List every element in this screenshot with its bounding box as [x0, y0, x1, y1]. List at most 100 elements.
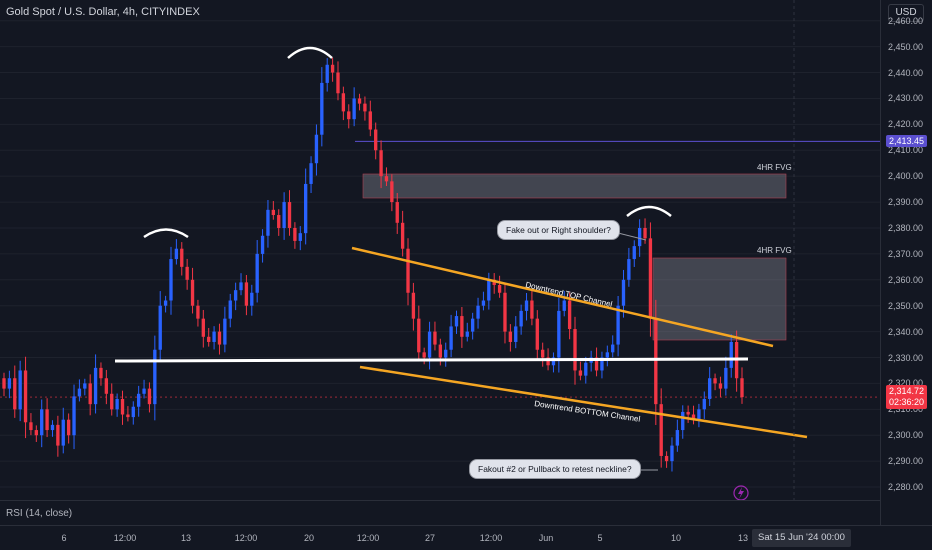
candle-body[interactable] — [347, 111, 351, 120]
neckline[interactable] — [114, 357, 749, 363]
candle-body[interactable] — [664, 455, 669, 462]
candle-body[interactable] — [454, 316, 459, 327]
candle-body[interactable] — [282, 202, 286, 228]
candle-body[interactable] — [659, 404, 663, 456]
candle-body[interactable] — [594, 357, 599, 371]
callout-fakeout-neckline[interactable]: Fakout #2 or Pullback to retest neckline… — [469, 459, 641, 479]
price-chart[interactable]: 4HR FVG 4HR FVG Downtrend TOP Channel Do… — [0, 0, 880, 501]
candle-body[interactable] — [433, 331, 437, 345]
candle-body[interactable] — [352, 98, 356, 120]
candle-body[interactable] — [18, 370, 22, 410]
candle-body[interactable] — [627, 259, 631, 280]
candle-body[interactable] — [557, 310, 561, 358]
candle-body[interactable] — [621, 279, 626, 306]
candle-body[interactable] — [681, 411, 685, 431]
candle-body[interactable] — [142, 388, 146, 394]
candle-body[interactable] — [427, 331, 432, 358]
candle-body[interactable] — [169, 259, 173, 301]
candle-body[interactable] — [320, 82, 324, 135]
candle-body[interactable] — [99, 367, 103, 379]
candle-body[interactable] — [422, 352, 426, 358]
candle-body[interactable] — [632, 246, 636, 260]
candle-body[interactable] — [584, 362, 588, 376]
candle-body[interactable] — [29, 422, 33, 431]
candle-body[interactable] — [126, 414, 130, 418]
candle-body[interactable] — [244, 282, 249, 306]
candle-body[interactable] — [481, 300, 486, 306]
fvg-lower-zone[interactable] — [652, 257, 787, 341]
candle-body[interactable] — [444, 349, 448, 358]
candle-body[interactable] — [303, 183, 308, 234]
candle-body[interactable] — [147, 388, 152, 405]
candle-body[interactable] — [250, 292, 254, 306]
candle-body[interactable] — [562, 300, 566, 311]
candle-body[interactable] — [341, 93, 346, 112]
candle-body[interactable] — [228, 300, 232, 319]
candle-body[interactable] — [476, 305, 480, 319]
rsi-label[interactable]: RSI (14, close) — [6, 508, 73, 519]
candle-body[interactable] — [578, 370, 583, 376]
candle-body[interactable] — [255, 253, 259, 293]
candle-body[interactable] — [654, 318, 658, 405]
candle-body[interactable] — [50, 424, 55, 431]
candle-body[interactable] — [77, 388, 82, 397]
candle-body[interactable] — [390, 181, 394, 203]
candle-body[interactable] — [465, 331, 469, 337]
candle-body[interactable] — [314, 134, 319, 164]
candle-body[interactable] — [61, 419, 65, 446]
candle-body[interactable] — [185, 266, 189, 280]
candle-body[interactable] — [104, 378, 109, 394]
candle-body[interactable] — [406, 248, 410, 293]
candle-body[interactable] — [713, 378, 717, 384]
candle-body[interactable] — [363, 103, 367, 112]
candle-body[interactable] — [708, 378, 712, 399]
candle-body[interactable] — [524, 300, 529, 311]
candle-body[interactable] — [567, 300, 572, 330]
left-shoulder-arc[interactable] — [143, 228, 189, 239]
candle-body[interactable] — [223, 318, 227, 345]
candle-body[interactable] — [400, 222, 405, 249]
callout-right-shoulder[interactable]: Fake out or Right shoulder? — [497, 220, 620, 240]
candle-body[interactable] — [438, 344, 443, 358]
candle-body[interactable] — [357, 98, 362, 104]
candle-body[interactable] — [368, 111, 372, 130]
candle-body[interactable] — [325, 64, 329, 83]
candle-body[interactable] — [207, 336, 211, 342]
candle-body[interactable] — [309, 163, 313, 184]
candle-body[interactable] — [686, 411, 690, 415]
candle-body[interactable] — [497, 284, 502, 293]
candle-body[interactable] — [519, 310, 523, 327]
candle-body[interactable] — [93, 367, 98, 405]
candle-body[interactable] — [487, 279, 491, 301]
candle-body[interactable] — [158, 305, 162, 350]
candle-body[interactable] — [13, 378, 17, 410]
candle-body[interactable] — [330, 64, 335, 73]
candle-body[interactable] — [616, 305, 620, 345]
candle-body[interactable] — [83, 383, 87, 389]
candle-body[interactable] — [514, 326, 518, 342]
candle-body[interactable] — [697, 409, 701, 420]
price-axis[interactable] — [880, 0, 932, 525]
candle-body[interactable] — [163, 300, 168, 306]
candle-body[interactable] — [40, 409, 44, 436]
candle-body[interactable] — [379, 150, 383, 177]
candle-body[interactable] — [411, 292, 416, 319]
candle-body[interactable] — [611, 344, 615, 353]
candle-body[interactable] — [277, 215, 281, 228]
candle-body[interactable] — [740, 378, 744, 398]
downtrend-bottom-channel-line[interactable] — [359, 365, 808, 439]
candle-body[interactable] — [239, 282, 243, 291]
candle-body[interactable] — [66, 419, 71, 436]
candle-body[interactable] — [131, 406, 135, 418]
candle-body[interactable] — [266, 209, 270, 236]
candle-body[interactable] — [605, 352, 609, 358]
chart-area[interactable]: 4HR FVG 4HR FVG Downtrend TOP Channel Do… — [0, 0, 880, 501]
candle-body[interactable] — [530, 300, 534, 319]
candle-body[interactable] — [384, 176, 389, 182]
candle-body[interactable] — [546, 357, 550, 366]
head-arc[interactable] — [287, 46, 333, 59]
rsi-pane[interactable]: RSI (14, close) — [0, 500, 880, 525]
candle-body[interactable] — [293, 227, 297, 241]
candle-body[interactable] — [174, 248, 179, 260]
